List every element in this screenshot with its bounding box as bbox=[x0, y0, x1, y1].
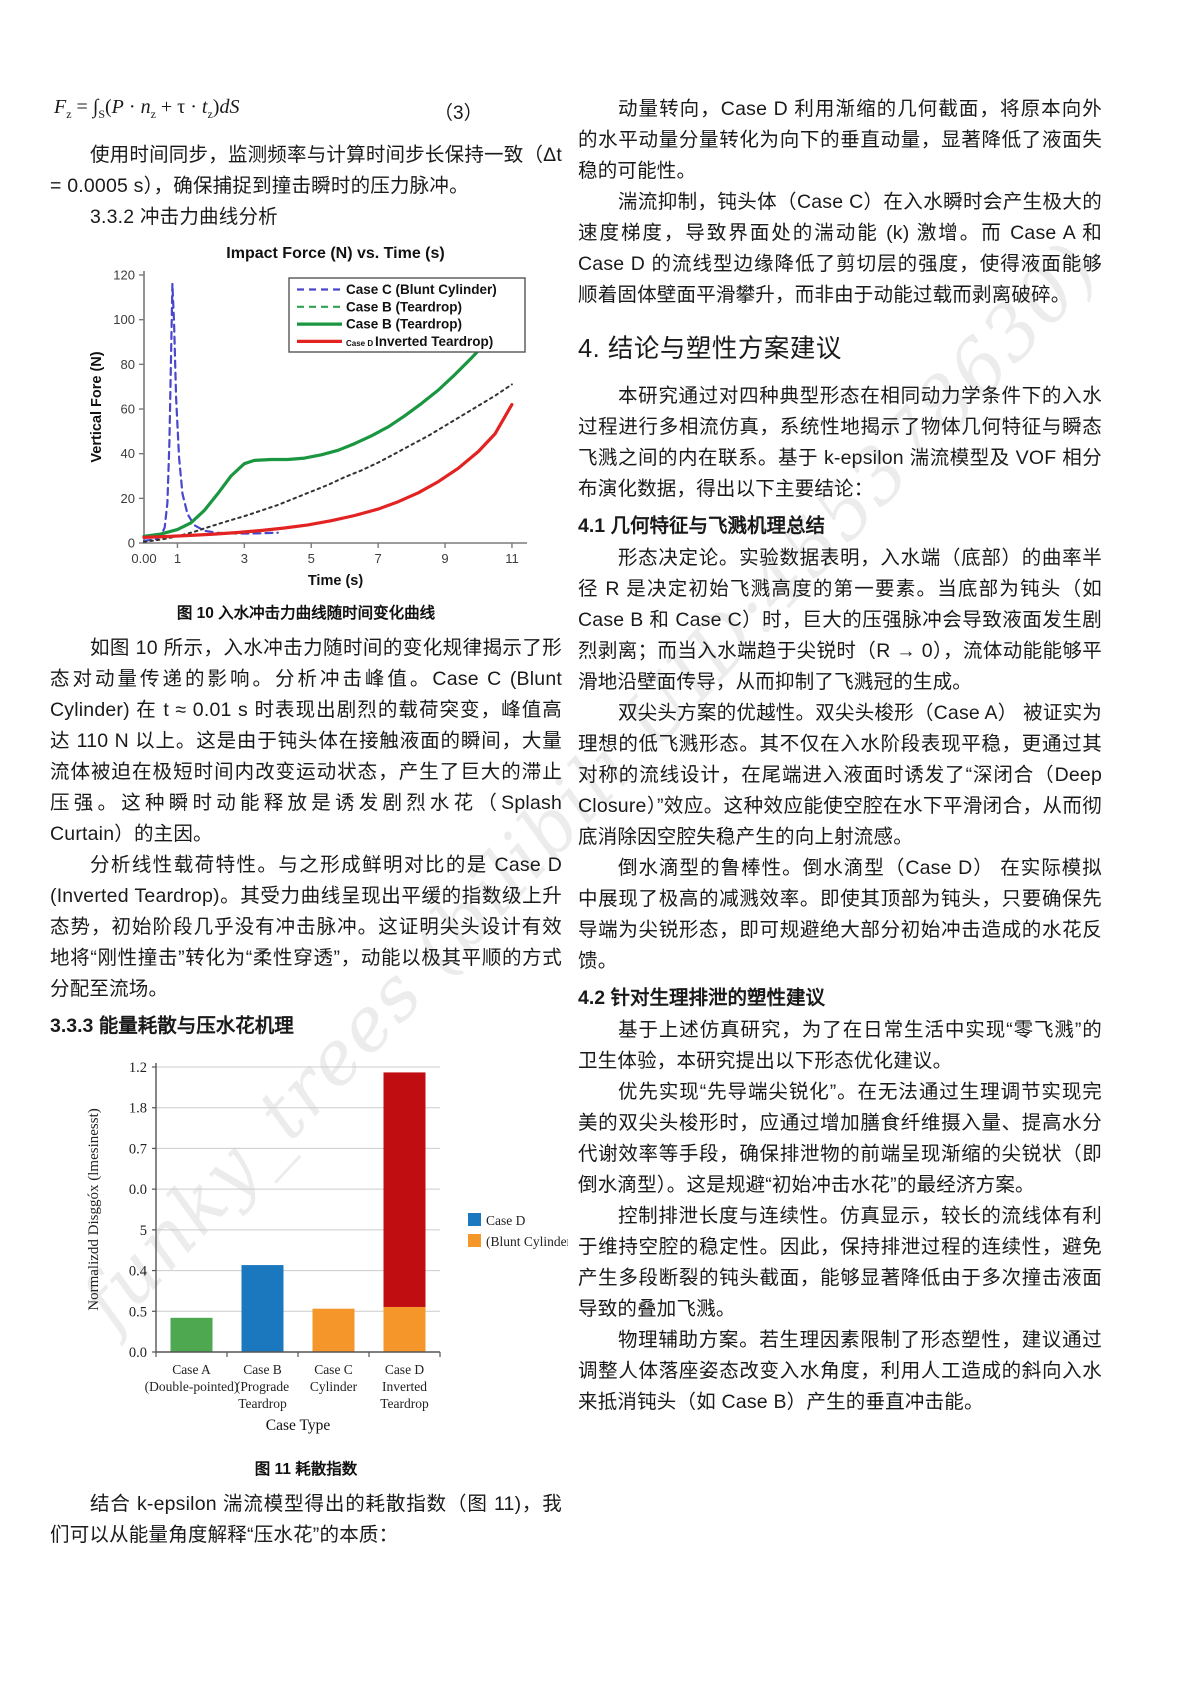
paragraph-shape-determinism: 形态决定论。实验数据表明，入水端（底部）的曲率半径 R 是决定初始飞溅高度的第一… bbox=[578, 547, 1102, 693]
fig10-title: Impact Force (N) vs. Time (s) bbox=[226, 245, 444, 262]
fig11-y-tick-label: 0.4 bbox=[129, 1264, 148, 1280]
paragraph-double-pointed: 双尖头方案的优越性。双尖头梭形（Case A） 被证实为理想的低飞溅形态。其不仅… bbox=[578, 702, 1102, 848]
figure-10-line-chart: Impact Force (N) vs. Time (s)02040608010… bbox=[89, 245, 527, 589]
fig11-category-label: (Prograde bbox=[236, 1379, 289, 1394]
fig10-legend-box bbox=[288, 277, 526, 353]
fig11-category-label: Teardrop bbox=[238, 1396, 287, 1411]
heading-section-4: 4. 结论与塑性方案建议 bbox=[578, 335, 842, 363]
fig10-y-tick-label: 100 bbox=[113, 312, 135, 327]
heading-3-3-2: 3.3.2 冲击力曲线分析 bbox=[89, 206, 278, 228]
figure-10: Impact Force (N) vs. Time (s) 0 20 40 60 80 10… bbox=[50, 241, 562, 623]
fig11-bar-1-seg-0 bbox=[241, 1265, 284, 1352]
left-column: Fz = ∫S(P · nz + τ · tz)dS （3） 使用时间同步，监测… bbox=[50, 94, 568, 1551]
paragraph-suggestion-physical: 物理辅助方案。若生理因素限制了形态塑性，建议通过调整人体落座姿态改变入水角度，利… bbox=[578, 1329, 1102, 1413]
fig11-category-label: Teardrop bbox=[380, 1396, 429, 1411]
heading-4-1: 4.1 几何特征与飞溅机理总结 bbox=[578, 515, 826, 537]
fig11-legend-label: Case D bbox=[486, 1213, 526, 1228]
fig10-x-tick-label: 5 bbox=[308, 551, 315, 566]
fig10-y-tick-label: 60 bbox=[121, 402, 135, 417]
fig11-category-label: Cylinder bbox=[310, 1379, 358, 1394]
fig10-y-tick-label: 0 bbox=[128, 536, 135, 551]
figure-11-bar-chart: 1.2 1.8 0.7 0.0 5 0.4 0.5 0.0 Case A (Double-poin… bbox=[86, 1060, 568, 1434]
fig11-y-tick-label: 1.8 bbox=[129, 1101, 147, 1117]
heading-4-2: 4.2 针对生理排泄的塑性建议 bbox=[578, 987, 826, 1009]
fig11-category-label: Case D bbox=[385, 1362, 425, 1377]
fig10-legend-label: Case B (Teardrop) bbox=[346, 317, 462, 332]
fig10-y-tick-label: 120 bbox=[113, 268, 135, 283]
fig11-y-tick-label: 5 bbox=[140, 1223, 147, 1239]
fig11-legend-label: (Blunt Cylinder) bbox=[486, 1234, 568, 1249]
fig11-legend-swatch bbox=[468, 1234, 481, 1247]
fig10-legend-label: Inverted Teardrop) bbox=[375, 334, 493, 349]
fig11-category-label: Case A bbox=[172, 1362, 211, 1377]
equation-row: Fz = ∫S(P · nz + τ · tz)dS （3） bbox=[54, 96, 562, 130]
fig11-bar-3-seg-0 bbox=[383, 1306, 426, 1352]
paragraph-time-sync: 使用时间同步，监测频率与计算时间步长保持一致（Δt = 0.0005 s），确保… bbox=[50, 144, 562, 197]
paragraph-linear-load: 分析线性载荷特性。与之形成鲜明对比的是 Case D (Inverted Tea… bbox=[50, 854, 562, 1000]
fig11-y-tick-label: 1.2 bbox=[129, 1060, 147, 1076]
right-column: 动量转向，Case D 利用渐缩的几何截面，将原本向外的水平动量分量转化为向下的… bbox=[578, 94, 1102, 1418]
fig10-y-axis-label: Vertical Fore (N) bbox=[89, 351, 105, 462]
paragraph-suggestion-control: 控制排泄长度与连续性。仿真显示，较长的流线体有利于维持空腔的稳定性。因此，保持排… bbox=[578, 1205, 1102, 1320]
paragraph-suggestion-priority: 优先实现“先导端尖锐化”。在无法通过生理调节实现完美的双尖头梭形时，应通过增加膳… bbox=[578, 1081, 1102, 1196]
fig10-legend-label: Case B (Teardrop) bbox=[346, 299, 462, 314]
figure-11: 1.2 1.8 0.7 0.0 5 0.4 0.5 0.0 Case A (Double-poin… bbox=[50, 1049, 568, 1479]
fig11-x-axis-label: Case Type bbox=[266, 1417, 331, 1434]
fig10-x-tick-label: 1 bbox=[174, 551, 181, 566]
equation-number: （3） bbox=[434, 103, 483, 124]
paragraph-suggestion-basis: 基于上述仿真研究，为了在日常生活中实现“零飞溅”的卫生体验，本研究提出以下形态优… bbox=[578, 1019, 1102, 1072]
fig11-bar-3-seg-1 bbox=[383, 1072, 426, 1307]
fig11-category-label: (Double-pointed) bbox=[145, 1379, 239, 1394]
fig11-y-tick-label: 0.0 bbox=[129, 1345, 147, 1361]
fig10-x-tick-label: 3 bbox=[241, 551, 248, 566]
fig10-series-1 bbox=[143, 383, 513, 543]
fig10-y-tick-label: 40 bbox=[121, 446, 135, 461]
fig11-y-tick-label: 0.7 bbox=[129, 1141, 147, 1157]
paragraph-momentum-redirect: 动量转向，Case D 利用渐缩的几何截面，将原本向外的水平动量分量转化为向下的… bbox=[578, 98, 1102, 182]
fig11-y-tick-label: 0.0 bbox=[129, 1182, 147, 1198]
fig10-x-tick-label: 11 bbox=[505, 551, 519, 566]
equation-3: Fz = ∫S(P · nz + τ · tz)dS bbox=[54, 96, 240, 121]
fig11-category-label: Case B bbox=[243, 1362, 282, 1377]
fig11-bar-0-seg-0 bbox=[170, 1317, 213, 1352]
fig11-category-label: Inverted bbox=[382, 1379, 427, 1394]
fig11-y-tick-label: 0.5 bbox=[129, 1304, 147, 1320]
paragraph-conclusion-intro: 本研究通过对四种典型形态在相同动力学条件下的入水过程进行多相流仿真，系统性地揭示… bbox=[578, 385, 1102, 500]
fig10-y-tick-label: 80 bbox=[121, 357, 135, 372]
figure-10-caption: 图 10 入水冲击力曲线随时间变化曲线 bbox=[176, 605, 436, 622]
fig10-x-axis-label: Time (s) bbox=[308, 573, 364, 589]
fig10-x-tick-label: 7 bbox=[375, 551, 382, 566]
fig10-legend-label: Case C (Blunt Cylinder) bbox=[346, 282, 497, 297]
fig10-x-tick-label: 9 bbox=[441, 551, 448, 566]
fig10-legend-label-prefix: Case D bbox=[346, 339, 373, 348]
paragraph-dissipation-index: 结合 k-epsilon 湍流模型得出的耗散指数（图 11)，我们可以从能量角度… bbox=[50, 1493, 562, 1546]
fig10-series-3 bbox=[142, 402, 514, 539]
fig10-y-tick-label: 20 bbox=[121, 491, 135, 506]
fig10-series-2 bbox=[142, 320, 507, 538]
heading-3-3-3: 3.3.3 能量耗散与压水花机理 bbox=[50, 1015, 294, 1037]
paragraph-impact-peak: 如图 10 所示，入水冲击力随时间的变化规律揭示了形态对动量传递的影响。分析冲击… bbox=[50, 637, 562, 845]
fig11-legend-swatch bbox=[468, 1213, 481, 1226]
paragraph-turbulence-suppression: 湍流抑制，钝头体（Case C）在入水瞬时会产生极大的速度梯度，导致界面处的湍动… bbox=[578, 191, 1102, 306]
fig11-y-axis-label: Normalizdd Disggóx (lmesinesst) bbox=[86, 1108, 102, 1310]
fig11-bar-2-seg-0 bbox=[312, 1308, 355, 1352]
figure-11-caption: 图 11 耗散指数 bbox=[254, 1461, 358, 1478]
paragraph-inverted-teardrop: 倒水滴型的鲁棒性。倒水滴型（Case D） 在实际模拟中展现了极高的减溅效率。即… bbox=[578, 857, 1102, 972]
fig10-x-tick-label: 0.00 bbox=[131, 551, 156, 566]
fig11-category-label: Case C bbox=[314, 1362, 353, 1377]
